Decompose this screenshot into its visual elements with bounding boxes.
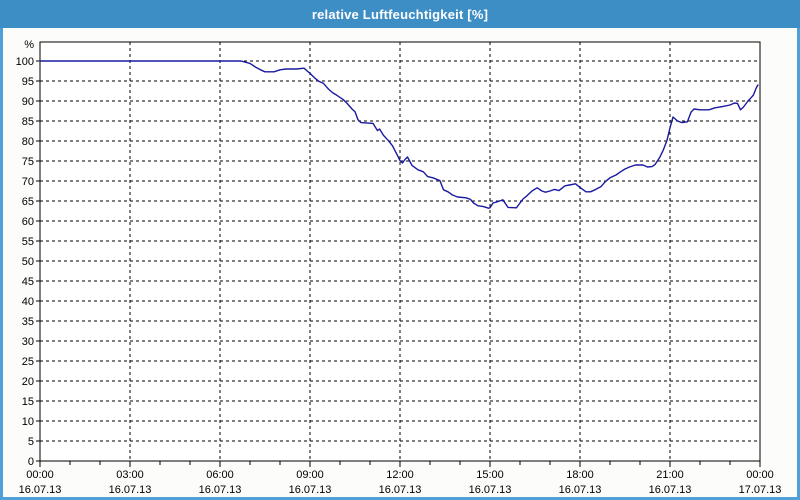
svg-text:09:00: 09:00 — [296, 469, 324, 481]
svg-text:25: 25 — [22, 356, 34, 368]
svg-text:21:00: 21:00 — [656, 469, 684, 481]
window-title: relative Luftfeuchtigkeit [%] — [311, 6, 489, 22]
svg-text:65: 65 — [22, 196, 34, 208]
svg-text:15:00: 15:00 — [476, 469, 504, 481]
svg-text:55: 55 — [22, 236, 34, 248]
svg-text:17.07.13: 17.07.13 — [739, 484, 782, 496]
svg-text:90: 90 — [22, 96, 34, 108]
svg-text:50: 50 — [22, 256, 34, 268]
svg-text:12:00: 12:00 — [386, 469, 414, 481]
svg-text:35: 35 — [22, 316, 34, 328]
svg-text:03:00: 03:00 — [116, 469, 144, 481]
svg-text:18:00: 18:00 — [566, 469, 594, 481]
svg-text:15: 15 — [22, 396, 34, 408]
svg-text:20: 20 — [22, 376, 34, 388]
svg-text:80: 80 — [22, 136, 34, 148]
svg-text:16.07.13: 16.07.13 — [289, 484, 332, 496]
svg-text:16.07.13: 16.07.13 — [199, 484, 242, 496]
svg-text:16.07.13: 16.07.13 — [109, 484, 152, 496]
window-titlebar[interactable]: relative Luftfeuchtigkeit [%] — [0, 0, 800, 28]
svg-text:16.07.13: 16.07.13 — [649, 484, 692, 496]
svg-text:85: 85 — [22, 116, 34, 128]
svg-text:70: 70 — [22, 176, 34, 188]
svg-text:%: % — [24, 39, 34, 51]
svg-text:40: 40 — [22, 296, 34, 308]
svg-text:00:00: 00:00 — [26, 469, 54, 481]
svg-text:16.07.13: 16.07.13 — [379, 484, 422, 496]
svg-text:95: 95 — [22, 76, 34, 88]
svg-text:16.07.13: 16.07.13 — [19, 484, 62, 496]
svg-text:75: 75 — [22, 156, 34, 168]
svg-text:0: 0 — [28, 456, 34, 468]
svg-text:06:00: 06:00 — [206, 469, 234, 481]
svg-text:100: 100 — [16, 56, 34, 68]
svg-text:16.07.13: 16.07.13 — [469, 484, 512, 496]
svg-text:60: 60 — [22, 216, 34, 228]
svg-text:5: 5 — [28, 436, 34, 448]
svg-text:10: 10 — [22, 416, 34, 428]
svg-text:16.07.13: 16.07.13 — [559, 484, 602, 496]
svg-text:00:00: 00:00 — [746, 469, 774, 481]
svg-text:45: 45 — [22, 276, 34, 288]
svg-text:30: 30 — [22, 336, 34, 348]
